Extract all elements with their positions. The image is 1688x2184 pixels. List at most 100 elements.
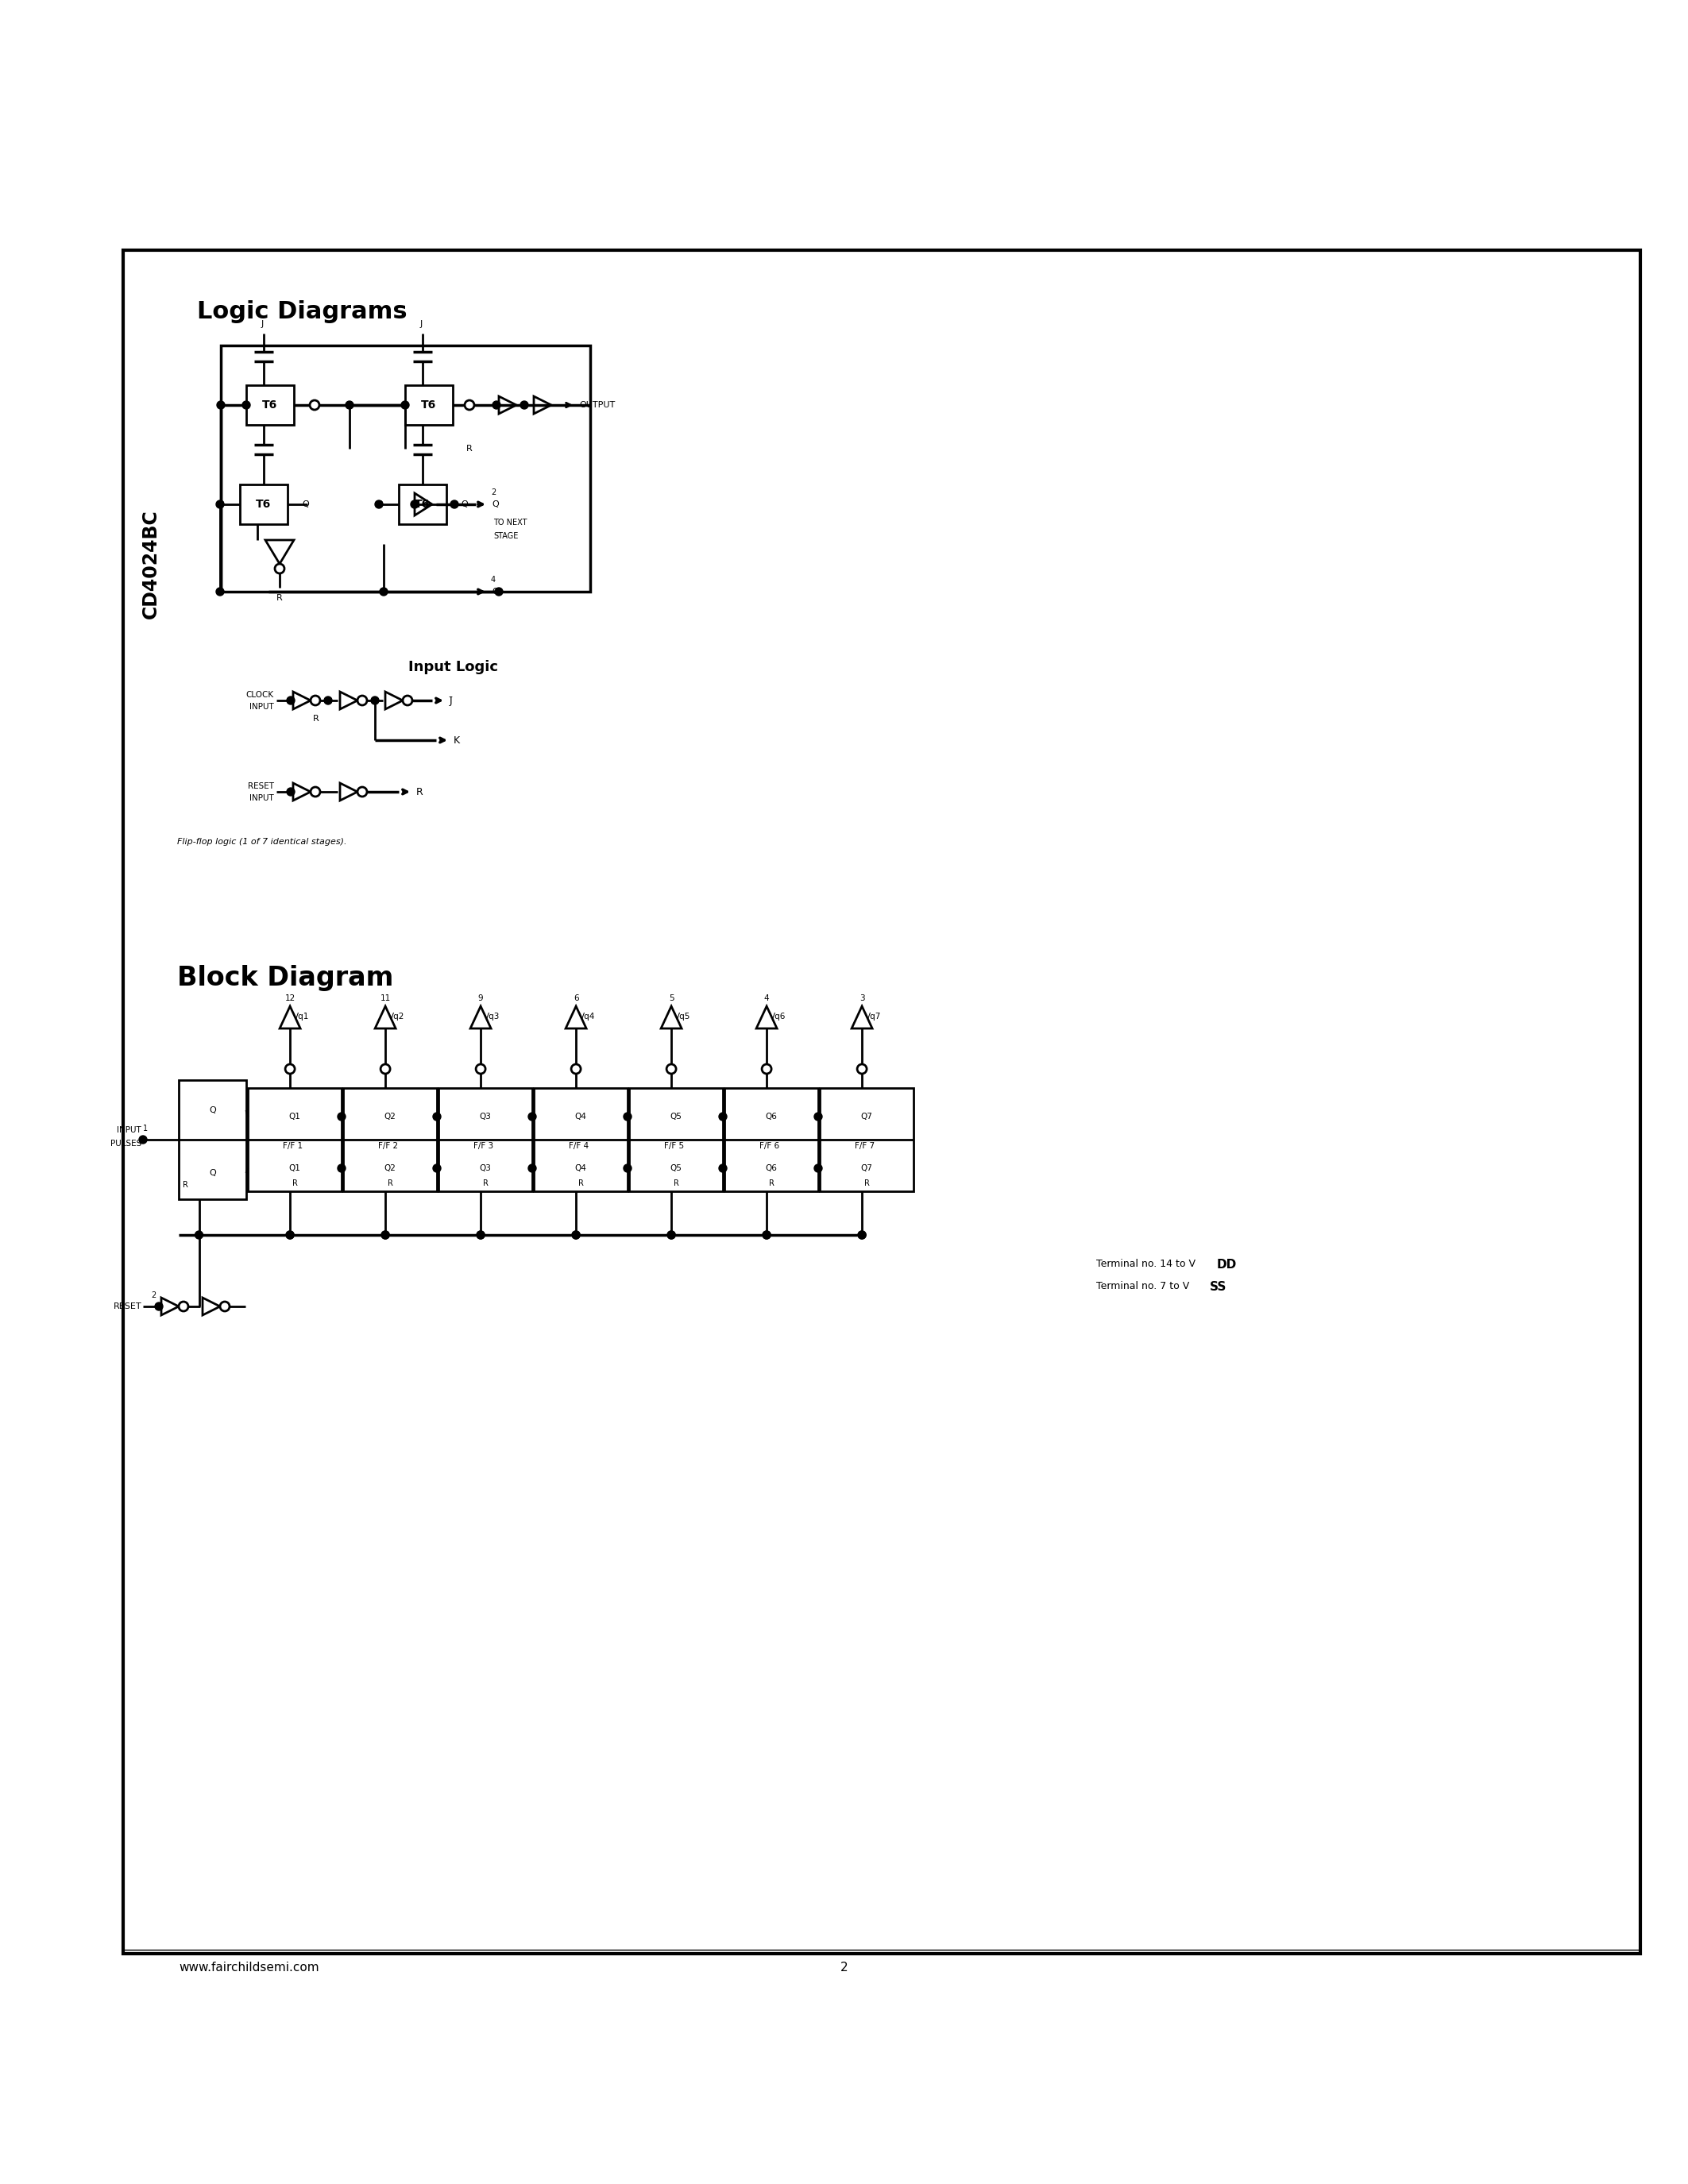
Circle shape <box>572 1232 581 1238</box>
Text: Q: Q <box>209 1107 216 1114</box>
Text: K: K <box>454 736 461 745</box>
Circle shape <box>719 1112 728 1120</box>
Text: F/F 3: F/F 3 <box>474 1142 493 1151</box>
Text: Vq4: Vq4 <box>579 1013 596 1020</box>
Text: R: R <box>577 1179 584 1188</box>
Circle shape <box>623 1112 631 1120</box>
Text: INPUT: INPUT <box>116 1127 142 1133</box>
Bar <box>240 485 287 524</box>
Text: OUTPUT: OUTPUT <box>579 402 614 408</box>
Text: 4: 4 <box>491 577 496 583</box>
Circle shape <box>403 697 412 705</box>
Text: T6: T6 <box>262 400 279 411</box>
Text: 12: 12 <box>285 994 295 1002</box>
Text: F/F 4: F/F 4 <box>569 1142 589 1151</box>
Text: Q̄6: Q̄6 <box>765 1164 776 1173</box>
Text: Q5: Q5 <box>670 1112 682 1120</box>
Circle shape <box>464 400 474 411</box>
Text: 3: 3 <box>859 994 864 1002</box>
Text: Q1: Q1 <box>289 1112 300 1120</box>
Text: Q6: Q6 <box>765 1112 776 1120</box>
Text: Vq1: Vq1 <box>294 1013 309 1020</box>
Circle shape <box>476 1064 486 1075</box>
Text: R: R <box>312 714 319 723</box>
Circle shape <box>476 1232 484 1238</box>
Text: R: R <box>768 1179 775 1188</box>
Text: Q̄1: Q̄1 <box>289 1164 300 1173</box>
Circle shape <box>179 1302 189 1310</box>
Text: T6: T6 <box>422 400 437 411</box>
Text: Vq5: Vq5 <box>675 1013 690 1020</box>
Circle shape <box>667 1064 677 1075</box>
Circle shape <box>285 1232 294 1238</box>
Text: 5: 5 <box>668 994 674 1002</box>
Circle shape <box>380 1064 390 1075</box>
Text: T6: T6 <box>257 498 272 509</box>
Text: Flip-flop logic (1 of 7 identical stages).: Flip-flop logic (1 of 7 identical stages… <box>177 839 346 845</box>
Text: Q7: Q7 <box>861 1112 873 1120</box>
Text: Logic Diagrams: Logic Diagrams <box>197 299 407 323</box>
Text: F/F 6: F/F 6 <box>760 1142 780 1151</box>
Text: Q̄4: Q̄4 <box>574 1164 587 1173</box>
Text: SS: SS <box>1210 1282 1227 1293</box>
Circle shape <box>287 697 295 705</box>
Circle shape <box>324 697 333 705</box>
Circle shape <box>761 1064 771 1075</box>
Text: CLOCK: CLOCK <box>246 690 273 699</box>
Text: www.fairchildsemi.com: www.fairchildsemi.com <box>179 1961 319 1974</box>
Circle shape <box>858 1232 866 1238</box>
Text: R: R <box>864 1179 869 1188</box>
Bar <box>221 345 591 592</box>
Text: INPUT: INPUT <box>250 795 273 802</box>
Bar <box>343 1088 437 1190</box>
Text: J̄: J̄ <box>449 695 452 705</box>
Circle shape <box>571 1064 581 1075</box>
Text: R: R <box>674 1179 679 1188</box>
Text: Input Logic: Input Logic <box>408 660 498 675</box>
Circle shape <box>493 402 500 408</box>
Text: Terminal no. 14 to V: Terminal no. 14 to V <box>1096 1258 1195 1269</box>
Circle shape <box>380 587 388 596</box>
Text: Vq6: Vq6 <box>770 1013 787 1020</box>
Text: J: J <box>420 321 422 328</box>
Text: Vq3: Vq3 <box>484 1013 500 1020</box>
Circle shape <box>572 1232 581 1238</box>
Circle shape <box>381 1232 390 1238</box>
Circle shape <box>495 587 503 596</box>
Text: Q̄: Q̄ <box>302 500 309 509</box>
Bar <box>123 251 1641 1955</box>
Circle shape <box>763 1232 771 1238</box>
Text: 6: 6 <box>574 994 579 1002</box>
Circle shape <box>451 500 459 509</box>
Text: R: R <box>466 446 473 452</box>
Bar <box>248 1088 341 1190</box>
Text: DD: DD <box>1217 1258 1237 1271</box>
Text: RESET: RESET <box>113 1302 142 1310</box>
Bar <box>398 485 446 524</box>
Text: Block Diagram: Block Diagram <box>177 965 393 992</box>
Text: R: R <box>417 786 424 797</box>
Text: Q2: Q2 <box>385 1112 397 1120</box>
Circle shape <box>667 1232 675 1238</box>
Text: R: R <box>292 1179 297 1188</box>
Circle shape <box>285 1232 294 1238</box>
Circle shape <box>719 1164 728 1173</box>
Circle shape <box>216 402 225 408</box>
Circle shape <box>155 1302 162 1310</box>
Circle shape <box>243 402 250 408</box>
Text: Vq2: Vq2 <box>388 1013 405 1020</box>
Circle shape <box>410 500 419 509</box>
Circle shape <box>375 500 383 509</box>
Text: Q: Q <box>376 500 383 509</box>
Text: Q4: Q4 <box>574 1112 587 1120</box>
Bar <box>724 1088 819 1190</box>
Circle shape <box>667 1232 675 1238</box>
Circle shape <box>528 1164 537 1173</box>
Text: F/F 7: F/F 7 <box>856 1142 874 1151</box>
Circle shape <box>858 1064 866 1075</box>
Text: STAGE: STAGE <box>493 533 518 539</box>
Circle shape <box>346 402 353 408</box>
Bar <box>179 1081 246 1199</box>
Text: PULSES: PULSES <box>110 1140 142 1147</box>
Text: Q: Q <box>491 587 498 596</box>
